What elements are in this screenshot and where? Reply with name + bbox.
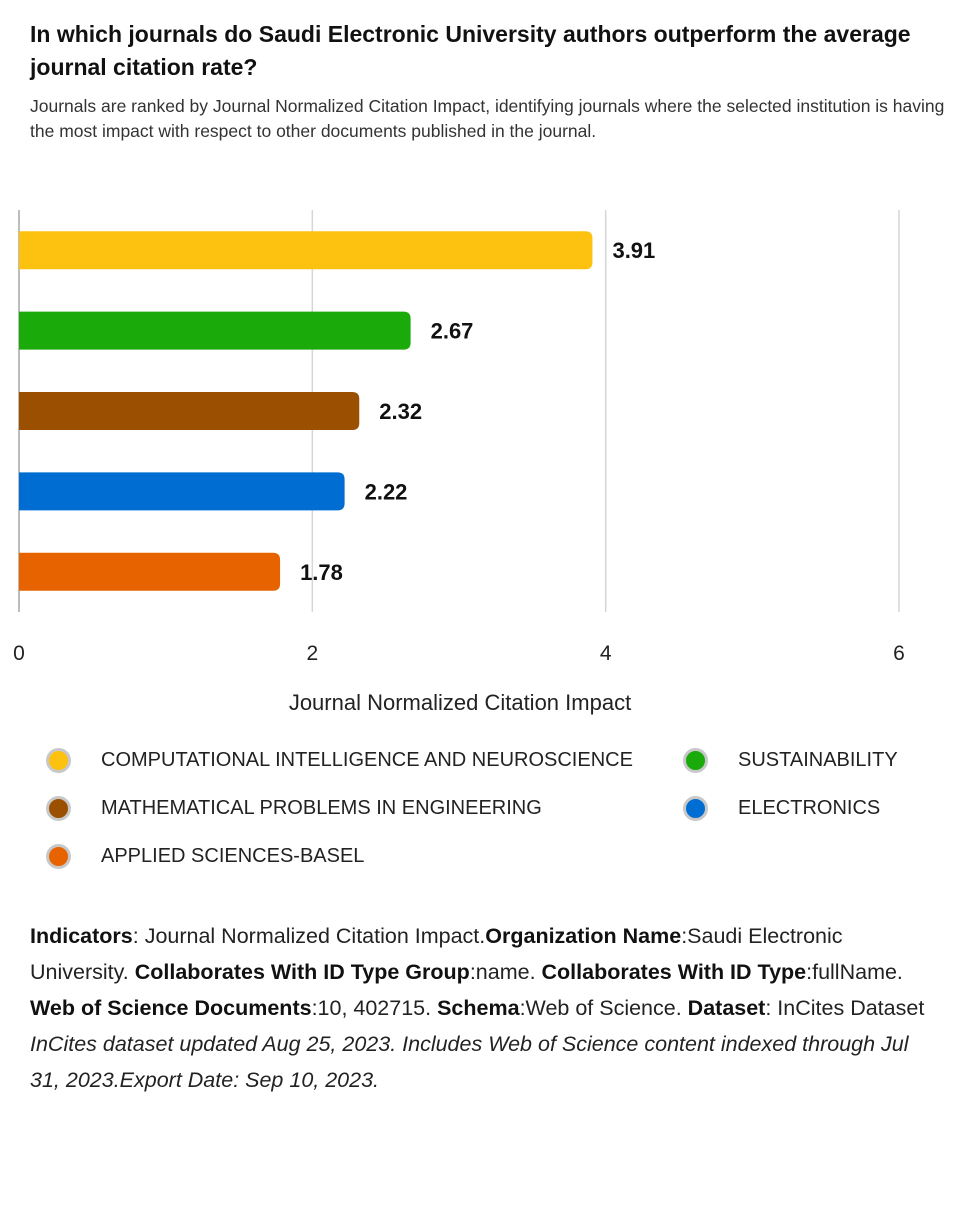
bar-chart: 3.91 2.67 2.32 2.22 1.78 0 2 4 6 [13,210,905,665]
chart-title: In which journals do Saudi Electronic Un… [30,21,911,80]
collab-type-label: Collaborates With ID Type [541,960,807,984]
legend-swatch-icon [683,795,708,821]
legend-label: MATHEMATICAL PROBLEMS IN ENGINEERING [101,796,542,819]
legend-item[interactable]: ELECTRONICS [683,788,880,828]
footer-note: InCites dataset updated Aug 25, 2023. In… [30,1032,909,1092]
legend-item[interactable]: SUSTAINABILITY [683,740,898,780]
legend-swatch-icon [46,747,71,773]
bars [19,231,593,591]
x-tick-label: 2 [306,642,318,665]
bar[interactable] [19,231,593,270]
org-value: :Saudi Electronic University. [30,924,843,984]
data-label: 2.67 [431,319,474,344]
dataset-value: : InCites Dataset [765,996,925,1020]
legend-label: ELECTRONICS [738,796,881,819]
legend-item[interactable]: APPLIED SCIENCES-BASEL [46,836,364,876]
wos-docs-label: Web of Science Documents [30,996,312,1020]
dataset-label: Dataset [687,996,766,1020]
collab-group-label: Collaborates With ID Type Group [134,960,470,984]
indicators-value: : Journal Normalized Citation Impact. [132,924,486,948]
legend-label: SUSTAINABILITY [738,748,898,771]
footer-metadata: Indicators: Journal Normalized Citation … [30,918,930,1026]
collab-type-value: :fullName. [806,960,903,984]
chart-subtitle: Journals are ranked by Journal Normalize… [30,96,945,141]
schema-value: :Web of Science. [519,996,688,1020]
x-tick-label: 6 [893,642,905,665]
data-label: 2.22 [365,479,408,504]
data-labels: 3.91 2.67 2.32 2.22 1.78 [300,238,655,585]
legend-label: COMPUTATIONAL INTELLIGENCE AND NEUROSCIE… [101,748,633,771]
bar[interactable] [19,311,411,350]
indicators-label: Indicators [30,924,133,948]
x-tick-label: 0 [13,642,25,665]
org-label: Organization Name [485,924,682,948]
legend-item[interactable]: COMPUTATIONAL INTELLIGENCE AND NEUROSCIE… [46,740,633,780]
x-axis-title: Journal Normalized Citation Impact [288,690,632,715]
bar[interactable] [19,472,345,511]
wos-docs-value: :10, 402715. [311,996,438,1020]
data-label: 1.78 [300,560,343,585]
schema-label: Schema [437,996,520,1020]
x-tick-label: 4 [600,642,612,665]
data-label: 2.32 [379,399,422,424]
chart-footer: Indicators: Journal Normalized Citation … [30,918,930,1098]
bar[interactable] [19,552,281,591]
collab-group-value: :name. [469,960,542,984]
x-tick-labels: 0 2 4 6 [13,642,905,665]
legend-swatch-icon [683,747,708,773]
data-label: 3.91 [612,238,655,263]
legend-label: APPLIED SCIENCES-BASEL [101,844,365,867]
legend-swatch-icon [46,795,71,821]
legend-item[interactable]: MATHEMATICAL PROBLEMS IN ENGINEERING [46,788,542,828]
legend-swatch-icon [46,843,71,869]
bar[interactable] [19,392,360,430]
